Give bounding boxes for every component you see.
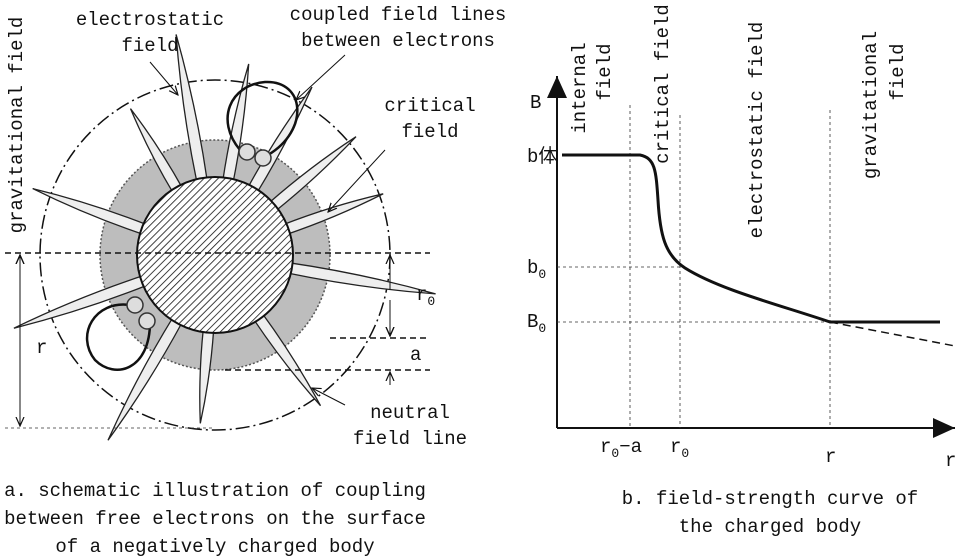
label: field line [353,428,467,450]
label: critical [384,95,475,117]
y-label: B [527,311,538,333]
petal [281,193,384,236]
label: gravitational field [6,17,28,234]
schematic-panel: gravitational field electrostatic field … [4,4,506,556]
coupled-loop [226,80,299,157]
field-petals [13,34,436,441]
petal [32,187,149,236]
y-label: b [527,257,538,279]
x-label: r [600,436,611,458]
x-label: r0 [670,436,689,461]
x-label: −a [619,436,642,458]
x-label: r [670,436,681,458]
label: r0 [416,284,435,309]
extrapolation [829,321,956,347]
pointer [296,54,346,100]
caption: a. schematic illustration of coupling [4,480,426,502]
petal [107,315,184,441]
label: field [401,121,458,143]
region-label: field [594,43,616,100]
region-label: critical field [652,4,674,164]
caption: of a negatively charged body [55,536,374,556]
petal [129,108,184,195]
x-label: 0 [611,446,619,461]
pointer [149,61,178,95]
label: r [36,337,47,359]
caption: the charged body [679,516,861,538]
label: neutral [370,402,450,424]
x-label: r [825,446,836,468]
petal [175,34,209,184]
petal [267,136,357,213]
label: between electrons [301,30,495,52]
y-label: b0 [527,257,546,282]
label: field [121,35,178,57]
label: a [410,344,421,366]
axis-label: r [945,450,956,472]
y-label: 0 [538,267,546,282]
axis-label: B [530,92,541,114]
petal [286,261,436,295]
region-label: gravitational [860,31,882,179]
label: electrostatic [76,9,224,31]
petal [13,274,149,329]
curve-panel: B r b体 b0 B0 r0−a r0 r internal field cr… [527,4,956,538]
label: coupled field lines [290,4,507,26]
region-label: internal [569,42,591,133]
pointer [328,149,386,212]
region-label: electrostatic field [746,22,768,239]
coupled-loop [85,303,152,371]
field-curve [562,153,940,324]
caption: between free electrons on the surface [4,508,426,530]
x-label: r0−a [600,436,642,461]
y-label: b体 [527,145,557,168]
petal [199,327,215,424]
x-label: 0 [681,446,689,461]
label: 0 [427,294,435,309]
y-label: 0 [538,321,546,336]
charged-body [136,176,294,334]
region-label: field [887,43,909,100]
electrons [126,143,272,330]
petal [221,63,250,184]
label: r [416,284,427,306]
caption: b. field-strength curve of [622,488,918,510]
y-label: B0 [527,311,546,336]
pointer [312,388,346,406]
petal [252,311,322,407]
